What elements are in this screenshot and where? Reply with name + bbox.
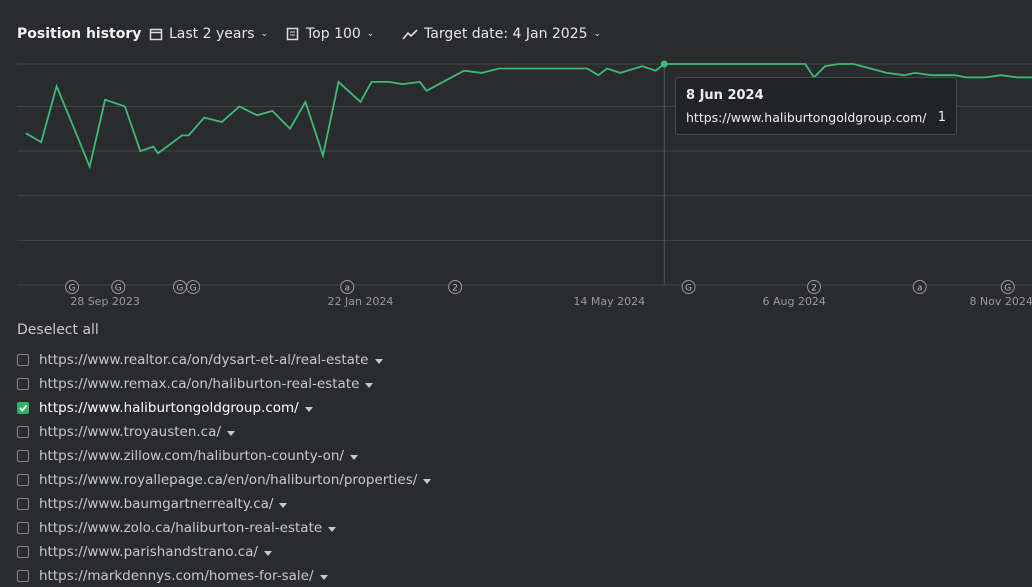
x-tick-label: 6 Aug 2024 [762, 295, 825, 308]
url-text: https://www.zolo.ca/haliburton-real-esta… [39, 520, 323, 536]
event-marker-label: G [1004, 284, 1011, 294]
dropdown-arrow[interactable] [365, 382, 374, 388]
trend-icon [402, 29, 418, 40]
event-marker [111, 280, 126, 294]
event-marker [65, 280, 80, 294]
checkbox[interactable] [17, 546, 29, 558]
url-row[interactable]: https://www.parishandstrano.ca/ [17, 541, 272, 563]
event-marker-label: G [176, 284, 183, 294]
url-row[interactable]: https://www.realtor.ca/on/dysart-et-al/r… [17, 349, 383, 371]
top-dropdown[interactable]: Top 100 ⌄ [286, 24, 374, 44]
event-marker [912, 280, 927, 294]
position-line [25, 63, 1032, 170]
url-row[interactable]: https://www.troyausten.ca/ [17, 421, 235, 443]
url-row[interactable]: https://www.baumgartnerrealty.ca/ [17, 493, 288, 515]
url-row[interactable]: https://www.royallepage.ca/en/on/halibur… [17, 469, 432, 491]
event-marker [681, 280, 696, 294]
dropdown-arrow[interactable] [279, 502, 288, 508]
event-marker [340, 280, 355, 294]
period-text: Last 2 years [169, 26, 255, 42]
x-tick-label: 14 May 2024 [573, 295, 645, 308]
url-row[interactable]: https://www.zolo.ca/haliburton-real-esta… [17, 517, 337, 539]
event-marker-label: a [917, 284, 923, 294]
checkbox[interactable] [17, 498, 29, 510]
hover-point [660, 60, 668, 68]
event-marker [186, 280, 201, 294]
event-marker-label: G [115, 284, 122, 294]
dropdown-arrow[interactable] [374, 358, 383, 364]
event-marker [1000, 280, 1015, 294]
dropdown-arrow[interactable] [328, 526, 337, 532]
event-marker-label: G [190, 284, 197, 294]
url-text: https://markdennys.com/homes-for-sale/ [39, 568, 314, 584]
event-marker [448, 280, 463, 294]
checkbox[interactable] [17, 450, 29, 462]
check-mark [19, 404, 28, 412]
title: Position history [17, 24, 141, 44]
dropdown-arrow[interactable] [319, 574, 328, 580]
url-text: https://www.baumgartnerrealty.ca/ [39, 496, 274, 512]
deselect-all[interactable]: Deselect all [17, 322, 99, 338]
url-row[interactable]: https://markdennys.com/homes-for-sale/ [17, 565, 328, 587]
dropdown-arrow[interactable] [423, 478, 432, 484]
top-text: Top 100 [306, 26, 361, 42]
url-text: https://www.troyausten.ca/ [39, 424, 221, 440]
calendar-icon [149, 28, 163, 41]
url-row[interactable]: https://www.haliburtongoldgroup.com/ [17, 397, 313, 419]
checkbox[interactable] [17, 474, 29, 486]
event-marker-label: 2 [811, 284, 817, 294]
checkbox[interactable] [17, 522, 29, 534]
tooltip-date: 8 Jun 2024 [686, 88, 764, 103]
url-row[interactable]: https://www.remax.ca/on/haliburton-real-… [17, 373, 374, 395]
tooltip: 8 Jun 2024 https://www.haliburtongoldgro… [675, 77, 957, 135]
event-marker-label: 2 [452, 284, 458, 294]
tooltip-value: 1 [937, 110, 946, 125]
event-marker-label: G [685, 284, 692, 294]
event-marker [807, 280, 822, 294]
url-text: https://www.haliburtongoldgroup.com/ [39, 400, 299, 416]
url-text: https://www.zillow.com/haliburton-county… [39, 448, 344, 464]
period-dropdown[interactable]: Last 2 years ⌄ [149, 24, 268, 44]
url-text: https://www.parishandstrano.ca/ [39, 544, 258, 560]
event-marker-label: a [345, 284, 351, 294]
tooltip-url: https://www.haliburtongoldgroup.com/ [686, 110, 927, 125]
url-text: https://www.royallepage.ca/en/on/halibur… [39, 472, 418, 488]
target-date-text: Target date: 4 Jan 2025 [424, 26, 588, 42]
title-text: Position history [17, 26, 142, 42]
event-marker-label: G [69, 284, 76, 294]
x-tick-label: 28 Sep 2023 [70, 295, 140, 308]
dropdown-arrow[interactable] [226, 430, 235, 436]
dropdown-arrow[interactable] [304, 406, 313, 412]
checkbox[interactable] [17, 570, 29, 582]
checkbox[interactable] [17, 378, 29, 390]
dropdown-arrow[interactable] [263, 550, 272, 556]
x-tick-label: 8 Nov 2024 [969, 295, 1032, 308]
url-text: https://www.remax.ca/on/haliburton-real-… [39, 376, 360, 392]
target-date-dropdown[interactable]: Target date: 4 Jan 2025 ⌄ [402, 24, 601, 44]
checkbox[interactable] [17, 402, 29, 414]
dropdown-arrow[interactable] [349, 454, 358, 460]
x-tick-label: 22 Jan 2024 [327, 295, 393, 308]
checkbox[interactable] [17, 426, 29, 438]
checkbox[interactable] [17, 354, 29, 366]
chart: 28 Sep 2023 22 Jan 2024 14 May 2024 6 Aug 2… [17, 60, 1032, 308]
url-row[interactable]: https://www.zillow.com/haliburton-county… [17, 445, 358, 467]
list-icon [286, 27, 299, 41]
url-text: https://www.realtor.ca/on/dysart-et-al/r… [39, 352, 369, 368]
